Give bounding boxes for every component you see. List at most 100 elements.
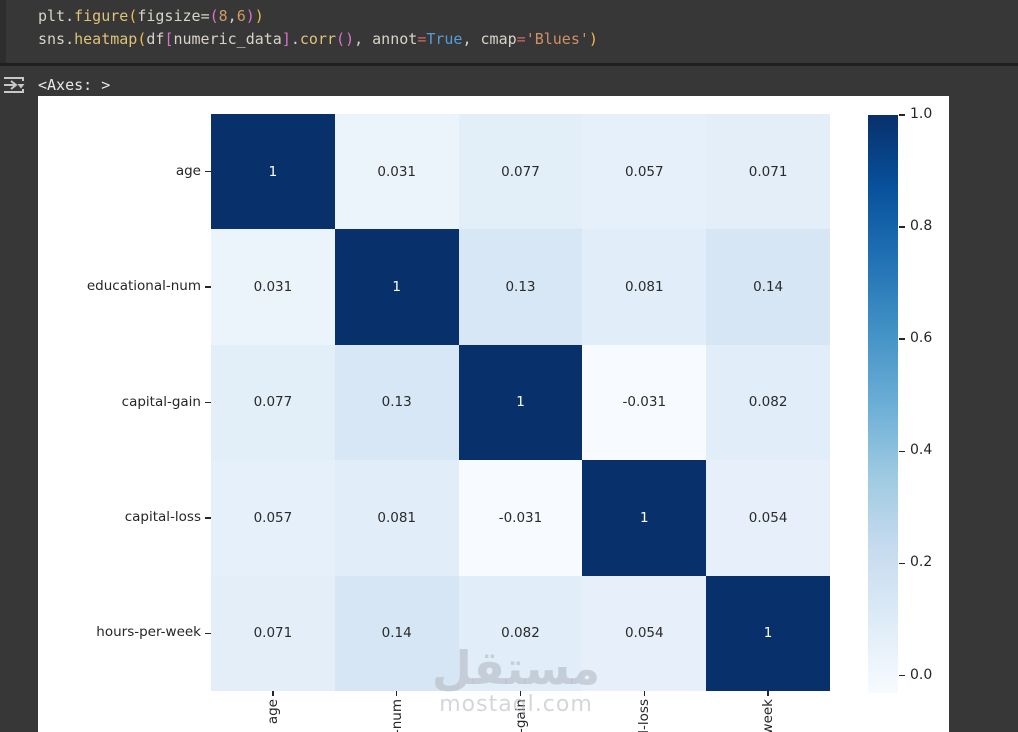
heatmap-cell: 0.077 [211,344,335,461]
code-token: ) [254,7,264,25]
colorbar-tick-label: 0.2 [910,554,933,571]
y-axis-tick-mark [205,170,211,173]
heatmap-cell: 0.082 [706,344,830,461]
code-token: sns [38,30,66,48]
heatmap-cell: 0.057 [211,460,335,576]
colorbar-tick-mark [899,562,905,565]
y-axis-tick-mark [205,632,211,635]
code-token: [ [164,30,174,48]
heatmap-cell: -0.031 [458,460,583,576]
code-editor-text[interactable]: plt.figure(figsize=(8,6)) sns.heatmap(df[… [38,5,598,51]
colorbar-tick-mark [899,674,905,677]
code-token: , [354,30,373,48]
cell-gutter [0,0,6,63]
code-cell[interactable]: plt.figure(figsize=(8,6)) sns.heatmap(df[… [0,0,1018,63]
code-token: 'Blues' [525,30,589,48]
code-token: 8 [218,7,228,25]
x-axis-tick-mark [395,691,398,696]
code-token: , [462,30,481,48]
heatmap-cell: 0.081 [334,460,459,576]
code-token: ( [137,30,147,48]
code-token: ] [281,30,291,48]
code-token: . [65,30,75,48]
code-token: = [516,30,526,48]
heatmap-cell: 0.081 [582,229,707,345]
code-token: ) [345,30,355,48]
heatmap-cell: 0.054 [706,460,830,576]
code-token: annot [372,30,418,48]
colorbar-tick-mark [899,338,905,340]
heatmap-cell: 1 [211,114,335,230]
code-token: figsize [137,7,201,25]
colorbar-tick-label: 0.6 [910,330,933,347]
correlation-heatmap: 1 0.031 0.077 0.057 0.071 0.031 1 0.13 0.081 0.14… [211,114,830,691]
heatmap-cell: 0.031 [211,229,335,345]
code-token: cmap [480,30,517,48]
execution-result-text: <Axes: > [38,76,111,94]
heatmap-cell: 0.054 [582,575,707,691]
x-axis-tick-label: hours-per-week [760,699,776,732]
colorbar-tick-mark [899,114,905,116]
code-token: df [146,30,165,48]
heatmap-cell: -0.031 [582,344,707,461]
y-axis-tick-mark [205,286,211,288]
code-token: figure [74,7,129,25]
heatmap-cell: 0.077 [458,114,583,230]
code-token: = [417,30,427,48]
colorbar [868,115,898,693]
code-token: plt [38,7,66,25]
x-axis-tick-label: capital-gain [513,699,529,732]
y-axis-tick-label: capital-gain [121,393,201,410]
code-token: = [200,7,210,25]
code-token: . [290,30,300,48]
heatmap-figure: 1 0.031 0.077 0.057 0.071 0.031 1 0.13 0.081 0.14… [38,96,949,732]
heatmap-cell: 0.071 [706,114,830,230]
code-line: plt.figure(figsize=(8,6)) [38,5,598,28]
code-token: . [65,7,75,25]
heatmap-cell: 0.031 [334,114,459,230]
heatmap-cell: 1 [706,575,830,691]
output-area: <Axes: > 1 0.031 0.077 0.057 0.071 0.031 1 0.13… [0,66,1018,732]
heatmap-cell: 0.14 [706,229,830,345]
x-axis-tick-mark [767,691,769,696]
code-token: numeric_data [173,30,282,48]
y-axis-tick-label: capital-loss [124,508,201,525]
x-axis-tick-label: age [264,699,281,725]
code-token: , [227,7,237,25]
x-axis-tick-mark [643,691,646,696]
code-token: ( [128,7,138,25]
x-axis-tick-label: educational-num [389,699,405,732]
x-axis-tick-mark [272,691,274,696]
colorbar-tick-mark [899,450,905,453]
code-token: ( [209,7,219,25]
heatmap-cell: 1 [582,460,707,576]
code-token: corr [299,30,337,48]
code-token: ) [588,30,598,48]
heatmap-cell: 0.082 [458,575,583,691]
y-axis-tick-mark [205,401,211,404]
code-token: heatmap [74,30,138,48]
y-axis-tick-label: educational-num [86,278,201,295]
heatmap-cell: 1 [334,229,459,345]
y-axis-tick-label: age [175,162,201,179]
colorbar-tick-label: 0.8 [910,218,933,235]
code-token: ( [336,30,346,48]
code-token: 6 [236,7,246,25]
cell-separator [0,63,1018,66]
code-token: ) [245,7,255,25]
colorbar-tick-label: 0.4 [910,442,933,459]
heatmap-cell: 0.071 [211,575,335,691]
x-axis-tick-label: capital-loss [636,699,652,732]
code-line: sns.heatmap(df[numeric_data].corr(), ann… [38,28,598,51]
heatmap-cell: 0.13 [334,344,459,461]
code-token: True [426,30,463,48]
heatmap-cell: 1 [458,344,583,461]
colorbar-tick-mark [899,226,905,228]
colorbar-tick-label: 1.0 [910,106,933,122]
y-axis-tick-mark [205,517,211,519]
run-cell-icon[interactable] [2,75,26,97]
colorbar-tick-label: 0.0 [910,666,933,683]
heatmap-cell: 0.057 [582,114,707,230]
heatmap-cell: 0.13 [458,229,583,345]
x-axis-tick-mark [519,691,522,696]
